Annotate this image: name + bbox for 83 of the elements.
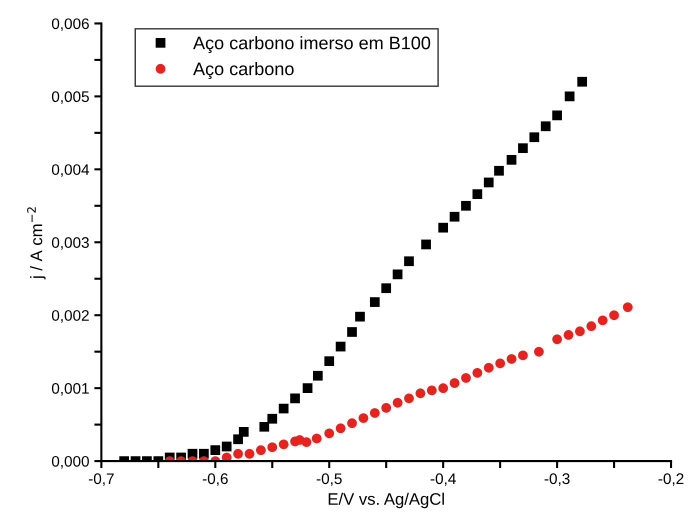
point [404, 393, 414, 404]
point [609, 310, 619, 320]
point [238, 427, 249, 437]
point [312, 434, 322, 444]
point [278, 439, 289, 450]
point [336, 342, 346, 352]
point [461, 200, 471, 211]
x-tick-label: -0,4 [430, 473, 456, 486]
point [355, 312, 365, 322]
point [438, 383, 448, 394]
point [598, 315, 608, 326]
point [450, 212, 460, 222]
point [278, 404, 289, 414]
y-tick-label: 0,006 [52, 18, 89, 31]
point [506, 154, 516, 165]
point [222, 442, 232, 452]
point [564, 330, 574, 340]
y-tick-label: 0,002 [52, 310, 89, 323]
legend-label: Aço carbono [193, 62, 294, 79]
point [210, 445, 220, 456]
point [358, 413, 368, 423]
point [552, 334, 562, 344]
point [267, 442, 278, 452]
point [324, 428, 334, 438]
point [259, 422, 270, 432]
point [233, 448, 243, 459]
y-axis-title: j / A cm$^{−2}$ [27, 207, 46, 280]
x-tick-label: -0,7 [88, 473, 114, 486]
y-tick-label: 0,001 [52, 383, 89, 396]
point [564, 92, 574, 102]
x-tick-label: -0,3 [544, 473, 570, 486]
point [381, 402, 392, 413]
point [222, 452, 232, 462]
point [540, 121, 551, 132]
point [552, 110, 562, 120]
point [312, 370, 323, 381]
point [461, 373, 471, 383]
point [506, 354, 516, 364]
point [302, 437, 312, 447]
point [472, 368, 482, 378]
point [267, 414, 278, 424]
point [370, 408, 380, 418]
x-tick-label: -0,5 [316, 473, 342, 486]
point [392, 398, 402, 408]
x-tick-label: -0,2 [658, 473, 684, 486]
point [381, 283, 392, 294]
point [347, 418, 357, 428]
point [426, 385, 437, 396]
legend-label: Aço carbono imerso em B100 [193, 36, 430, 53]
point [438, 222, 448, 233]
point [586, 321, 596, 332]
point [392, 269, 402, 280]
point [484, 362, 494, 373]
y-tick-label: 0,004 [52, 164, 90, 177]
point [290, 393, 300, 404]
point [347, 327, 357, 337]
point [484, 178, 494, 188]
point [622, 302, 633, 312]
point [472, 189, 482, 199]
point [450, 378, 460, 388]
point [244, 448, 254, 459]
y-tick-label: 0,000 [52, 456, 89, 469]
point [421, 240, 431, 250]
point [370, 297, 380, 307]
point [416, 388, 426, 398]
point [256, 445, 266, 456]
point [529, 132, 540, 142]
point [336, 423, 346, 434]
x-tick-label: -0,6 [202, 473, 228, 486]
point [518, 350, 528, 360]
point [577, 76, 588, 87]
point [302, 383, 312, 394]
point [404, 256, 414, 266]
y-tick-label: 0,005 [52, 91, 89, 104]
point [575, 326, 585, 336]
y-tick-label: 0,003 [52, 237, 89, 250]
point [534, 346, 544, 357]
point [518, 143, 528, 154]
point [324, 356, 334, 366]
x-axis-title: E/V vs. Ag/AgCl [328, 492, 444, 508]
point [233, 434, 243, 444]
point [495, 358, 505, 368]
point [494, 166, 504, 176]
